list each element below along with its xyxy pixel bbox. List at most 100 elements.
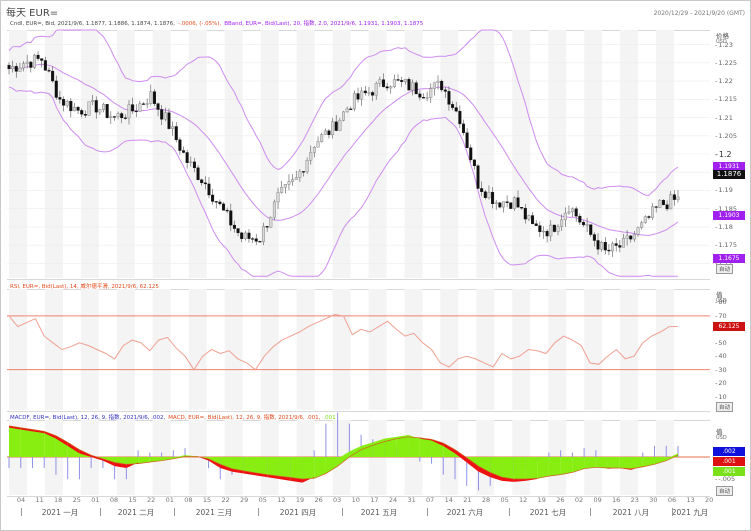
macd-legend: MACDF, EUR=, Bid(Last), 12, 26, 9, 指数, 2…	[10, 413, 339, 421]
x-tick: 02	[574, 496, 584, 504]
macd-value-tag: .001	[713, 467, 745, 476]
price-tick: 1.215	[715, 95, 737, 103]
rsi-axis[interactable]: 值 USD 8070605040302010 62.125 自动	[712, 289, 748, 412]
price-tick: 1.225	[715, 59, 737, 67]
rsi-tick: 80	[715, 298, 726, 306]
x-month-label: 2021 四月	[279, 508, 317, 517]
x-tick: 15	[128, 496, 137, 504]
x-tick: 04	[16, 496, 26, 504]
rsi-tick: 30	[715, 366, 726, 374]
price-tick: 1.205	[715, 132, 737, 140]
macd-axis-title: 值	[716, 428, 723, 436]
price-auto-scale-button[interactable]: 自动	[716, 264, 734, 274]
rsi-axis-title: 值	[716, 291, 723, 299]
x-month-label: 2021 九月	[671, 508, 709, 517]
macd-value-tag: .002	[713, 447, 745, 456]
price-panel[interactable]	[7, 30, 710, 280]
macd-axis-unit: USD	[716, 435, 727, 441]
x-tick: 22	[221, 496, 230, 504]
x-tick: 15	[202, 496, 212, 504]
x-tick: 16	[612, 496, 621, 504]
x-month-label: 2021 五月	[360, 508, 398, 517]
x-month-label: 2021 六月	[446, 508, 484, 517]
price-legend: Cndl, EUR=, Bid, 2021/9/6, 1.1877, 1.188…	[10, 19, 426, 27]
month-separator	[590, 508, 591, 516]
x-tick: 31	[407, 496, 416, 504]
month-separator	[672, 508, 673, 516]
x-month-label: 2021 三月	[195, 508, 233, 517]
x-tick: 06	[667, 496, 677, 504]
rsi-panel[interactable]	[7, 289, 710, 412]
price-value-tag: 1.1903	[713, 211, 745, 220]
price-tick: 1.23	[715, 41, 732, 49]
x-tick: 10	[351, 496, 360, 504]
x-month-label: 2021 七月	[529, 508, 567, 517]
macd-tick: -.005	[715, 475, 735, 483]
x-tick: 12	[519, 496, 528, 504]
x-tick: 24	[388, 496, 398, 504]
price-value-tag: 1.1931	[713, 162, 745, 171]
x-tick: 13	[686, 496, 695, 504]
x-tick: 18	[54, 496, 63, 504]
x-tick: 14	[444, 496, 453, 504]
price-value-tag: 1.1876	[713, 170, 745, 179]
month-separator	[174, 508, 175, 516]
macd-value-tag: .001	[713, 457, 745, 466]
rsi-tick: 70	[715, 312, 726, 320]
x-month-label: 2021 八月	[612, 508, 650, 517]
macd-auto-scale-button[interactable]: 自动	[716, 486, 734, 496]
macdf-legend: MACDF, EUR=, Bid(Last), 12, 26, 9, 指数, 2…	[10, 415, 166, 421]
price-axis[interactable]: 价格 USD 1.231.2251.221.2151.211.2051.21.1…	[712, 30, 748, 278]
ohlc-legend: Cndl, EUR=, Bid, 2021/9/6, 1.1877, 1.188…	[10, 21, 175, 27]
month-separator	[342, 508, 343, 516]
price-tick: 1.2	[715, 150, 732, 159]
x-tick: 01	[91, 496, 100, 504]
rsi-tick: 10	[715, 393, 726, 401]
change-legend: -.0006, (-.05%),	[177, 21, 222, 27]
macd-legend-text: MACD, EUR=, Bid(Last), 12, 26, 9, 指数, 20…	[168, 415, 321, 421]
x-tick: 29	[240, 496, 249, 504]
price-tick: 1.22	[715, 77, 732, 85]
x-tick: 08	[109, 496, 119, 504]
x-tick: 07	[426, 496, 435, 504]
macd-panel[interactable]	[7, 420, 710, 497]
rsi-value-tag: 62.125	[713, 322, 745, 332]
x-tick: 21	[463, 496, 472, 504]
x-month-label: 2021 二月	[117, 508, 155, 517]
x-month-label: 2021 一月	[41, 508, 79, 517]
date-range: 2020/12/29 - 2021/9/20 (GMT)	[653, 10, 745, 17]
hist-legend: .001	[323, 415, 336, 421]
month-separator	[258, 508, 259, 516]
x-tick: 20	[705, 496, 714, 504]
x-tick: 09	[593, 496, 602, 504]
x-tick: 08	[184, 496, 193, 504]
rsi-tick: 20	[715, 379, 726, 387]
x-tick: 19	[295, 496, 305, 504]
month-separator	[100, 508, 101, 516]
x-tick: 01	[165, 496, 174, 504]
macd-axis[interactable]: 值 USD .002.001.001 -.005 自动	[712, 420, 748, 496]
x-tick: 30	[649, 496, 658, 504]
price-tick: 1.175	[715, 241, 737, 249]
month-separator	[21, 508, 22, 516]
price-axis-title: 价格	[716, 32, 729, 40]
rsi-tick: 50	[715, 339, 726, 347]
price-tick: 1.17	[715, 259, 732, 267]
x-tick: 03	[333, 496, 342, 504]
x-axis-months: 2021 一月 2021 二月 2021 三月 2021 四月 2021 五月 2021 …	[0, 507, 751, 519]
chart-title: 每天 EUR=	[6, 8, 59, 19]
rsi-tick: 40	[715, 352, 726, 360]
x-tick: 05	[258, 496, 267, 504]
bband-legend: BBand, EUR=, Bid(Last), 20, 指数, 2.0, 202…	[224, 21, 424, 27]
rsi-legend: RSI, EUR=, Bid(Last), 14, 威尔德平滑, 2021/9/…	[10, 284, 159, 290]
x-axis-ticks: 04 11 18 25 01 08 15 22 01 08 15 22 29 05 12 19 26 03 10 17…	[0, 496, 751, 506]
price-tick: 1.18	[715, 223, 732, 231]
rsi-auto-scale-button[interactable]: 自动	[716, 402, 734, 412]
x-tick: 23	[630, 496, 639, 504]
x-tick: 25	[72, 496, 81, 504]
month-separator	[427, 508, 428, 516]
x-tick: 22	[147, 496, 156, 504]
x-tick: 28	[481, 496, 491, 504]
x-tick: 12	[277, 496, 286, 504]
